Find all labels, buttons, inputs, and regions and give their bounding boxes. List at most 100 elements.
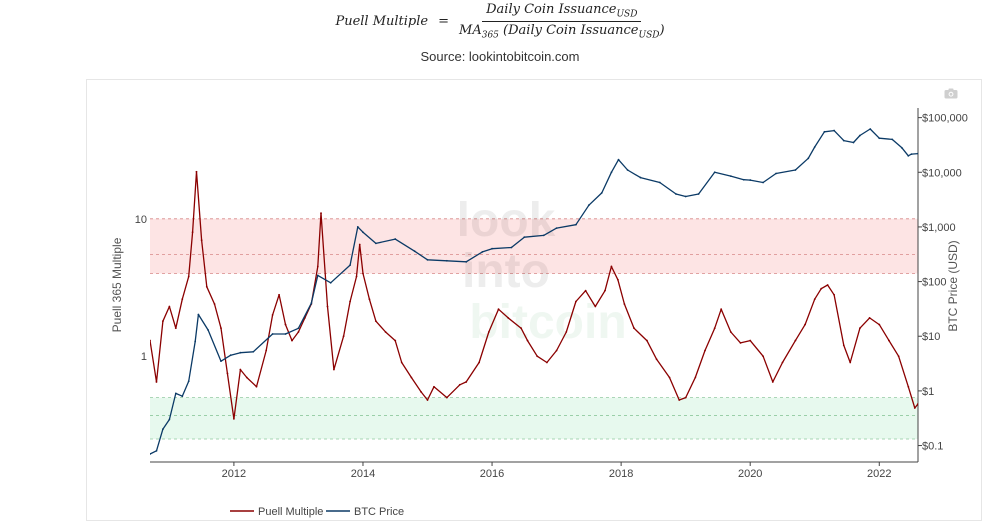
btc-point xyxy=(587,204,590,207)
btc-point xyxy=(917,152,918,155)
puell-point xyxy=(168,305,171,308)
formula-numerator: Daily Coin IssuanceUSD xyxy=(482,2,642,22)
btc-point xyxy=(833,129,836,132)
btc-point xyxy=(878,137,881,140)
puell-point xyxy=(749,339,752,342)
puell-point xyxy=(410,376,413,379)
puell-point xyxy=(187,275,190,278)
btc-point xyxy=(697,193,700,195)
puell-point xyxy=(445,396,448,399)
puell-point xyxy=(355,275,358,278)
x-tick-label: 2020 xyxy=(738,468,762,480)
puell-point xyxy=(655,358,658,361)
btc-point xyxy=(252,350,255,353)
puell-point xyxy=(374,320,377,323)
puell-point xyxy=(594,305,597,308)
formula-header: Puell Multiple = Daily Coin IssuanceUSD … xyxy=(0,2,1000,40)
formula-equals: = xyxy=(438,13,450,29)
btc-point xyxy=(575,223,577,226)
puell-point xyxy=(358,243,361,246)
btc-point xyxy=(523,236,526,239)
btc-point xyxy=(749,179,752,181)
legend: Puell Multiple BTC Price xyxy=(230,506,404,518)
btc-point xyxy=(775,172,777,175)
btc-point xyxy=(356,226,359,228)
puell-point xyxy=(271,313,274,316)
low-band xyxy=(150,397,918,439)
puell-point xyxy=(794,339,797,342)
btc-point xyxy=(316,274,319,277)
puell-point xyxy=(284,323,287,326)
btc-point xyxy=(310,302,313,305)
puell-point xyxy=(200,239,203,241)
puell-point xyxy=(646,339,648,342)
btc-point xyxy=(445,259,448,262)
puell-point xyxy=(478,361,481,364)
btc-point xyxy=(426,258,429,261)
puell-point xyxy=(604,289,606,292)
btc-point xyxy=(639,176,642,179)
puell-point xyxy=(781,361,784,364)
puell-point xyxy=(297,331,300,333)
camera-icon[interactable] xyxy=(944,87,958,102)
puell-point xyxy=(842,344,845,347)
btc-point xyxy=(675,193,677,195)
puell-point xyxy=(536,355,539,358)
btc-point xyxy=(713,171,716,174)
puell-point xyxy=(426,399,429,401)
watermark: look into bitcoin xyxy=(457,194,627,349)
puell-point xyxy=(150,339,151,342)
puell-point xyxy=(668,376,671,379)
btc-point xyxy=(859,134,861,137)
puell-point xyxy=(584,289,587,292)
puell-point xyxy=(239,368,242,371)
puell-point xyxy=(633,327,635,330)
btc-point xyxy=(491,247,493,250)
chart-card xyxy=(86,79,982,521)
puell-point xyxy=(507,317,510,319)
puell-point xyxy=(205,285,208,288)
y-right-tick-label: $1,000 xyxy=(922,222,956,234)
puell-point xyxy=(433,385,435,388)
puell-point xyxy=(897,355,900,358)
btc-point xyxy=(150,453,151,455)
puell-point xyxy=(162,320,164,323)
source-caption: Source: lookintobitcoin.com xyxy=(420,49,580,64)
btc-point xyxy=(465,260,468,263)
puell-point xyxy=(888,339,890,342)
btc-point xyxy=(555,227,558,230)
btc-point xyxy=(729,175,732,178)
btc-point xyxy=(869,128,872,130)
y-right-tick-label: $10,000 xyxy=(922,167,962,179)
btc-point xyxy=(510,246,513,249)
btc-point xyxy=(762,181,765,184)
puell-point xyxy=(362,272,364,275)
btc-point xyxy=(329,281,332,284)
btc-point xyxy=(891,138,894,141)
denominator-ma-sub: 365 xyxy=(481,30,499,41)
btc-point xyxy=(229,354,232,357)
legend-label-2: BTC Price xyxy=(354,506,404,518)
puell-point xyxy=(913,407,916,409)
btc-point xyxy=(852,141,855,144)
btc-point xyxy=(394,238,397,240)
puell-point xyxy=(291,339,293,342)
puell-point xyxy=(155,381,158,383)
watermark-word-3: bitcoin xyxy=(469,296,626,349)
btc-point xyxy=(823,130,826,133)
x-tick-label: 2022 xyxy=(867,468,891,480)
puell-point xyxy=(575,300,577,303)
x-tick-label: 2018 xyxy=(609,468,633,480)
puell-point xyxy=(833,293,836,296)
denominator-text: (Daily Coin Issuance xyxy=(498,22,639,38)
puell-point xyxy=(762,355,765,358)
btc-point xyxy=(155,449,158,452)
puell-point xyxy=(195,170,198,173)
legend-label-1: Puell Multiple xyxy=(258,506,323,518)
puell-point xyxy=(859,327,861,330)
puell-point xyxy=(520,327,522,330)
puell-point xyxy=(220,327,222,330)
btc-point xyxy=(181,395,184,398)
puell-point xyxy=(232,417,235,420)
puell-point xyxy=(181,298,184,301)
